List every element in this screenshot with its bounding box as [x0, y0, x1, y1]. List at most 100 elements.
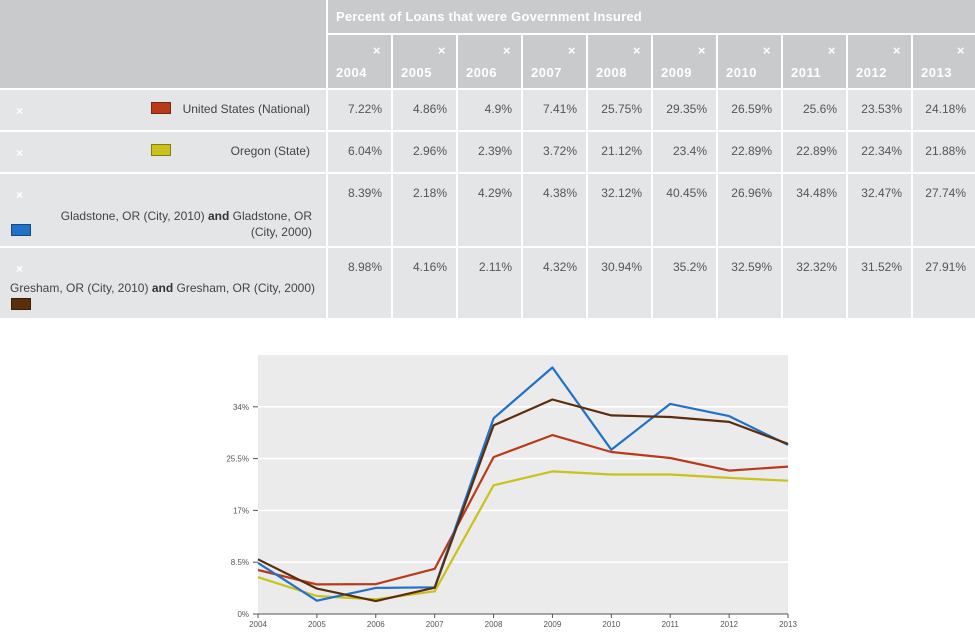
remove-column-icon[interactable]: × — [632, 43, 641, 58]
table-title: Percent of Loans that were Government In… — [328, 0, 975, 33]
table-cell: 24.18% — [913, 90, 975, 130]
year-header: × 2011 — [783, 35, 846, 88]
x-tick-label: 2006 — [367, 620, 385, 629]
row-label-cell: × Gladstone, OR (City, 2010) and Gladston… — [0, 174, 326, 246]
table-cell: 2.11% — [458, 248, 521, 318]
row-label: Oregon (State) — [231, 144, 310, 158]
row-label-primary: United States (National) — [182, 102, 310, 116]
year-header: × 2010 — [718, 35, 781, 88]
table-cell: 4.29% — [458, 174, 521, 246]
x-tick-label: 2005 — [308, 620, 326, 629]
year-label: 2009 — [661, 65, 692, 80]
x-tick-label: 2008 — [485, 620, 503, 629]
table-cell: 35.2% — [653, 248, 716, 318]
y-tick-label: 25.5% — [226, 455, 249, 464]
table-cell: 25.75% — [588, 90, 651, 130]
table-cell: 3.72% — [523, 132, 586, 172]
x-tick-label: 2004 — [249, 620, 267, 629]
table-cell: 4.9% — [458, 90, 521, 130]
series-line — [257, 470, 789, 601]
row-label: United States (National) — [183, 102, 310, 116]
remove-column-icon[interactable]: × — [762, 43, 771, 58]
x-tick-label: 2010 — [602, 620, 620, 629]
year-label: 2011 — [791, 65, 822, 80]
row-label: Gresham, OR (City, 2010) and Gresham, OR… — [10, 281, 315, 295]
y-tick-label: 34% — [233, 403, 249, 412]
remove-column-icon[interactable]: × — [892, 43, 901, 58]
remove-row-icon[interactable]: × — [16, 146, 24, 160]
table-cell: 8.39% — [328, 174, 391, 246]
table-cell: 4.38% — [523, 174, 586, 246]
row-label-secondary: Gresham, OR (City, 2000) — [176, 281, 315, 295]
table-cell: 25.6% — [783, 90, 846, 130]
table-cell: 21.88% — [913, 132, 975, 172]
row-label-secondary: Gladstone, OR (City, 2000) — [232, 209, 312, 239]
year-label: 2010 — [726, 65, 757, 80]
remove-column-icon[interactable]: × — [372, 43, 381, 58]
table-cell: 26.96% — [718, 174, 781, 246]
year-label: 2004 — [336, 65, 367, 80]
year-label: 2006 — [466, 65, 497, 80]
table-cell: 4.16% — [393, 248, 456, 318]
table-cell: 32.47% — [848, 174, 911, 246]
series-color-swatch — [11, 298, 31, 310]
line-chart: 0% 8.5% 17% 25.5% 34% 2004 2005 2006 2007 2008 20… — [226, 355, 797, 629]
x-tick-label: 2011 — [662, 620, 680, 629]
year-label: 2012 — [856, 65, 887, 80]
table-cell: 7.22% — [328, 90, 391, 130]
table-cell: 4.86% — [393, 90, 456, 130]
table-cell: 27.91% — [913, 248, 975, 318]
table-cell: 27.74% — [913, 174, 975, 246]
table-cell: 34.48% — [783, 174, 846, 246]
table-cell: 4.32% — [523, 248, 586, 318]
remove-column-icon[interactable]: × — [697, 43, 706, 58]
table-cell: 21.12% — [588, 132, 651, 172]
table-cell: 22.89% — [783, 132, 846, 172]
remove-row-icon[interactable]: × — [16, 188, 24, 202]
table-cell: 40.45% — [653, 174, 716, 246]
table-cell: 23.53% — [848, 90, 911, 130]
year-label: 2013 — [921, 65, 952, 80]
remove-column-icon[interactable]: × — [502, 43, 511, 58]
remove-row-icon[interactable]: × — [16, 262, 24, 276]
row-label-conjunction: and — [151, 281, 174, 295]
series-line — [257, 433, 789, 586]
year-header: × 2012 — [848, 35, 911, 88]
table-cell: 32.32% — [783, 248, 846, 318]
y-tick-label: 17% — [233, 506, 249, 515]
table-cell: 2.96% — [393, 132, 456, 172]
year-label: 2008 — [596, 65, 627, 80]
row-label-primary: Gladstone, OR (City, 2010) — [60, 209, 205, 223]
row-label-primary: Oregon (State) — [230, 144, 310, 158]
year-header: × 2005 — [393, 35, 456, 88]
x-tick-label: 2013 — [779, 620, 797, 629]
year-header: × 2006 — [458, 35, 521, 88]
year-header: × 2009 — [653, 35, 716, 88]
series-line — [257, 398, 789, 603]
table-corner — [0, 0, 326, 88]
table-cell: 7.41% — [523, 90, 586, 130]
table-cell: 23.4% — [653, 132, 716, 172]
x-tick-label: 2007 — [426, 620, 444, 629]
table-cell: 29.35% — [653, 90, 716, 130]
table-cell: 26.59% — [718, 90, 781, 130]
table-cell: 32.12% — [588, 174, 651, 246]
remove-column-icon[interactable]: × — [827, 43, 836, 58]
table-cell: 2.39% — [458, 132, 521, 172]
remove-row-icon[interactable]: × — [16, 104, 24, 118]
table-cell: 6.04% — [328, 132, 391, 172]
series-color-swatch — [151, 102, 171, 114]
row-label: Gladstone, OR (City, 2010) and Gladstone… — [36, 208, 312, 240]
remove-column-icon[interactable]: × — [567, 43, 576, 58]
remove-column-icon[interactable]: × — [956, 43, 965, 58]
table-cell: 8.98% — [328, 248, 391, 318]
row-label-cell: × Oregon (State) — [0, 132, 326, 172]
table-cell: 2.18% — [393, 174, 456, 246]
row-label-cell: × Gresham, OR (City, 2010) and Gresham, O… — [0, 248, 326, 318]
row-label-conjunction: and — [207, 209, 230, 223]
plot-background — [258, 355, 788, 614]
remove-column-icon[interactable]: × — [437, 43, 446, 58]
year-header: × 2007 — [523, 35, 586, 88]
table-cell: 31.52% — [848, 248, 911, 318]
year-header: × 2008 — [588, 35, 651, 88]
